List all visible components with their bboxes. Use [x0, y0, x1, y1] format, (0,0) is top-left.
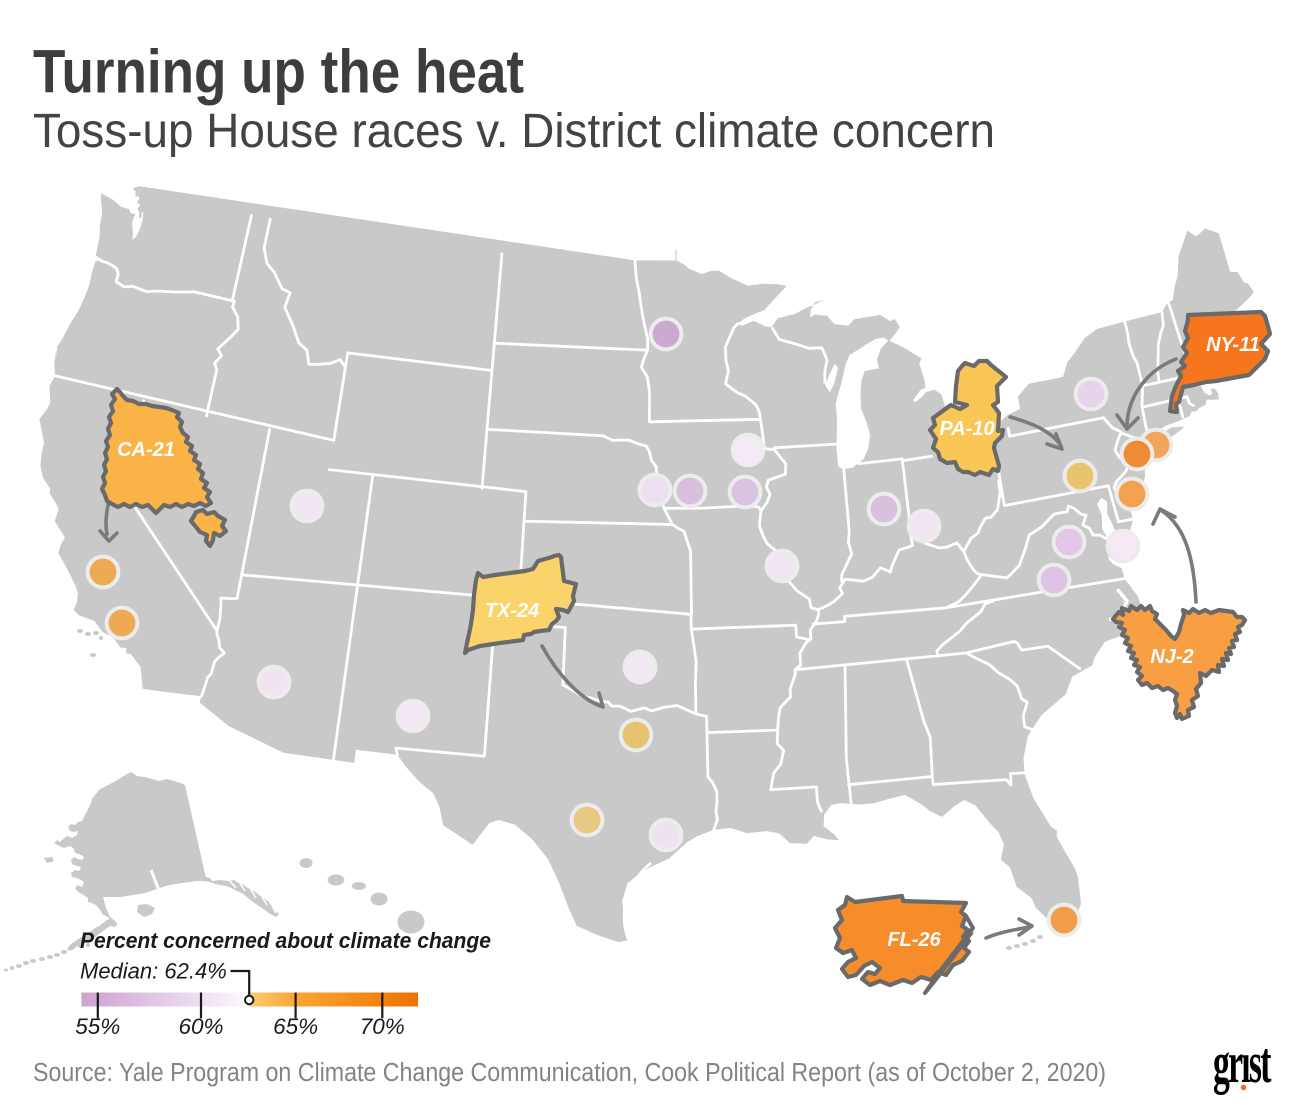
svg-text:60%: 60%: [178, 1014, 223, 1039]
svg-text:TX-24: TX-24: [485, 600, 539, 622]
svg-text:NJ-2: NJ-2: [1150, 646, 1193, 668]
svg-text:70%: 70%: [360, 1014, 405, 1039]
svg-text:FL-26: FL-26: [887, 929, 941, 951]
svg-text:Percent concerned about climat: Percent concerned about climate change: [80, 928, 491, 953]
svg-text:55%: 55%: [75, 1014, 120, 1039]
svg-text:Median: 62.4%: Median: 62.4%: [80, 959, 227, 984]
svg-text:NY-11: NY-11: [1206, 334, 1260, 356]
svg-text:65%: 65%: [273, 1014, 318, 1039]
svg-text:Toss-up House races v. Distric: Toss-up House races v. District climate …: [33, 104, 995, 158]
svg-text:Source: Yale Program on Climat: Source: Yale Program on Climate Change C…: [33, 1059, 1106, 1087]
svg-text:PA-10: PA-10: [939, 418, 994, 440]
svg-text:CA-21: CA-21: [117, 439, 175, 461]
svg-text:Turning up the heat: Turning up the heat: [33, 37, 524, 106]
